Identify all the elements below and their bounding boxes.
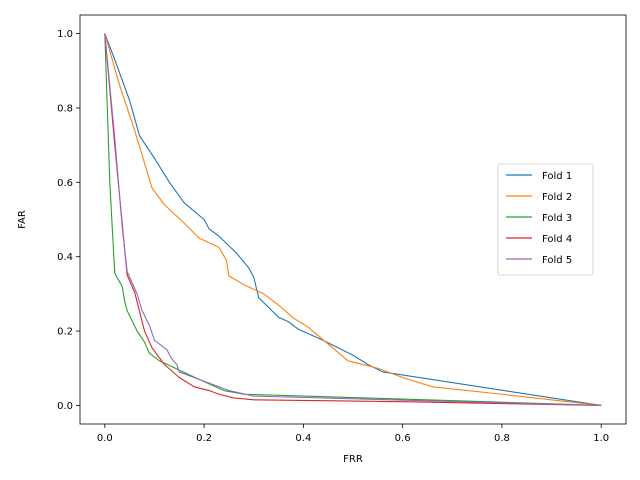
legend: Fold 1 Fold 2 Fold 3 Fold 4 Fold 5 <box>497 163 594 276</box>
y-tick-label: 0.4 <box>57 252 73 263</box>
y-tick-label: 0.0 <box>57 401 73 412</box>
series-line-fold-2 <box>104 33 602 406</box>
series-line-fold-3 <box>104 33 602 406</box>
y-tick-label: 1.0 <box>57 29 73 40</box>
x-axis-ticks: 0.0 0.2 0.4 0.6 0.8 1.0 <box>97 424 609 444</box>
y-tick-label: 0.6 <box>57 178 73 189</box>
legend-label-fold-3: Fold 3 <box>542 213 572 224</box>
x-tick-label: 0.4 <box>295 433 311 444</box>
y-axis-ticks: 0.0 0.2 0.4 0.6 0.8 1.0 <box>57 29 80 412</box>
x-tick-label: 0.0 <box>97 433 113 444</box>
axes-frame <box>79 14 627 425</box>
x-axis-label: FRR <box>343 454 363 465</box>
legend-box <box>497 163 594 276</box>
y-tick-label: 0.2 <box>57 327 73 338</box>
legend-label-fold-1: Fold 1 <box>542 171 572 182</box>
plot-area <box>104 33 602 406</box>
legend-label-fold-2: Fold 2 <box>542 192 572 203</box>
series-line-fold-1 <box>104 33 602 406</box>
x-tick-label: 0.6 <box>395 433 411 444</box>
x-tick-label: 0.2 <box>196 433 212 444</box>
y-axis-label: FAR <box>17 210 28 229</box>
x-tick-label: 1.0 <box>593 433 609 444</box>
legend-label-fold-5: Fold 5 <box>542 255 572 266</box>
x-tick-label: 0.8 <box>494 433 510 444</box>
y-tick-label: 0.8 <box>57 103 73 114</box>
legend-label-fold-4: Fold 4 <box>542 234 572 245</box>
series-line-fold-5 <box>104 33 602 406</box>
